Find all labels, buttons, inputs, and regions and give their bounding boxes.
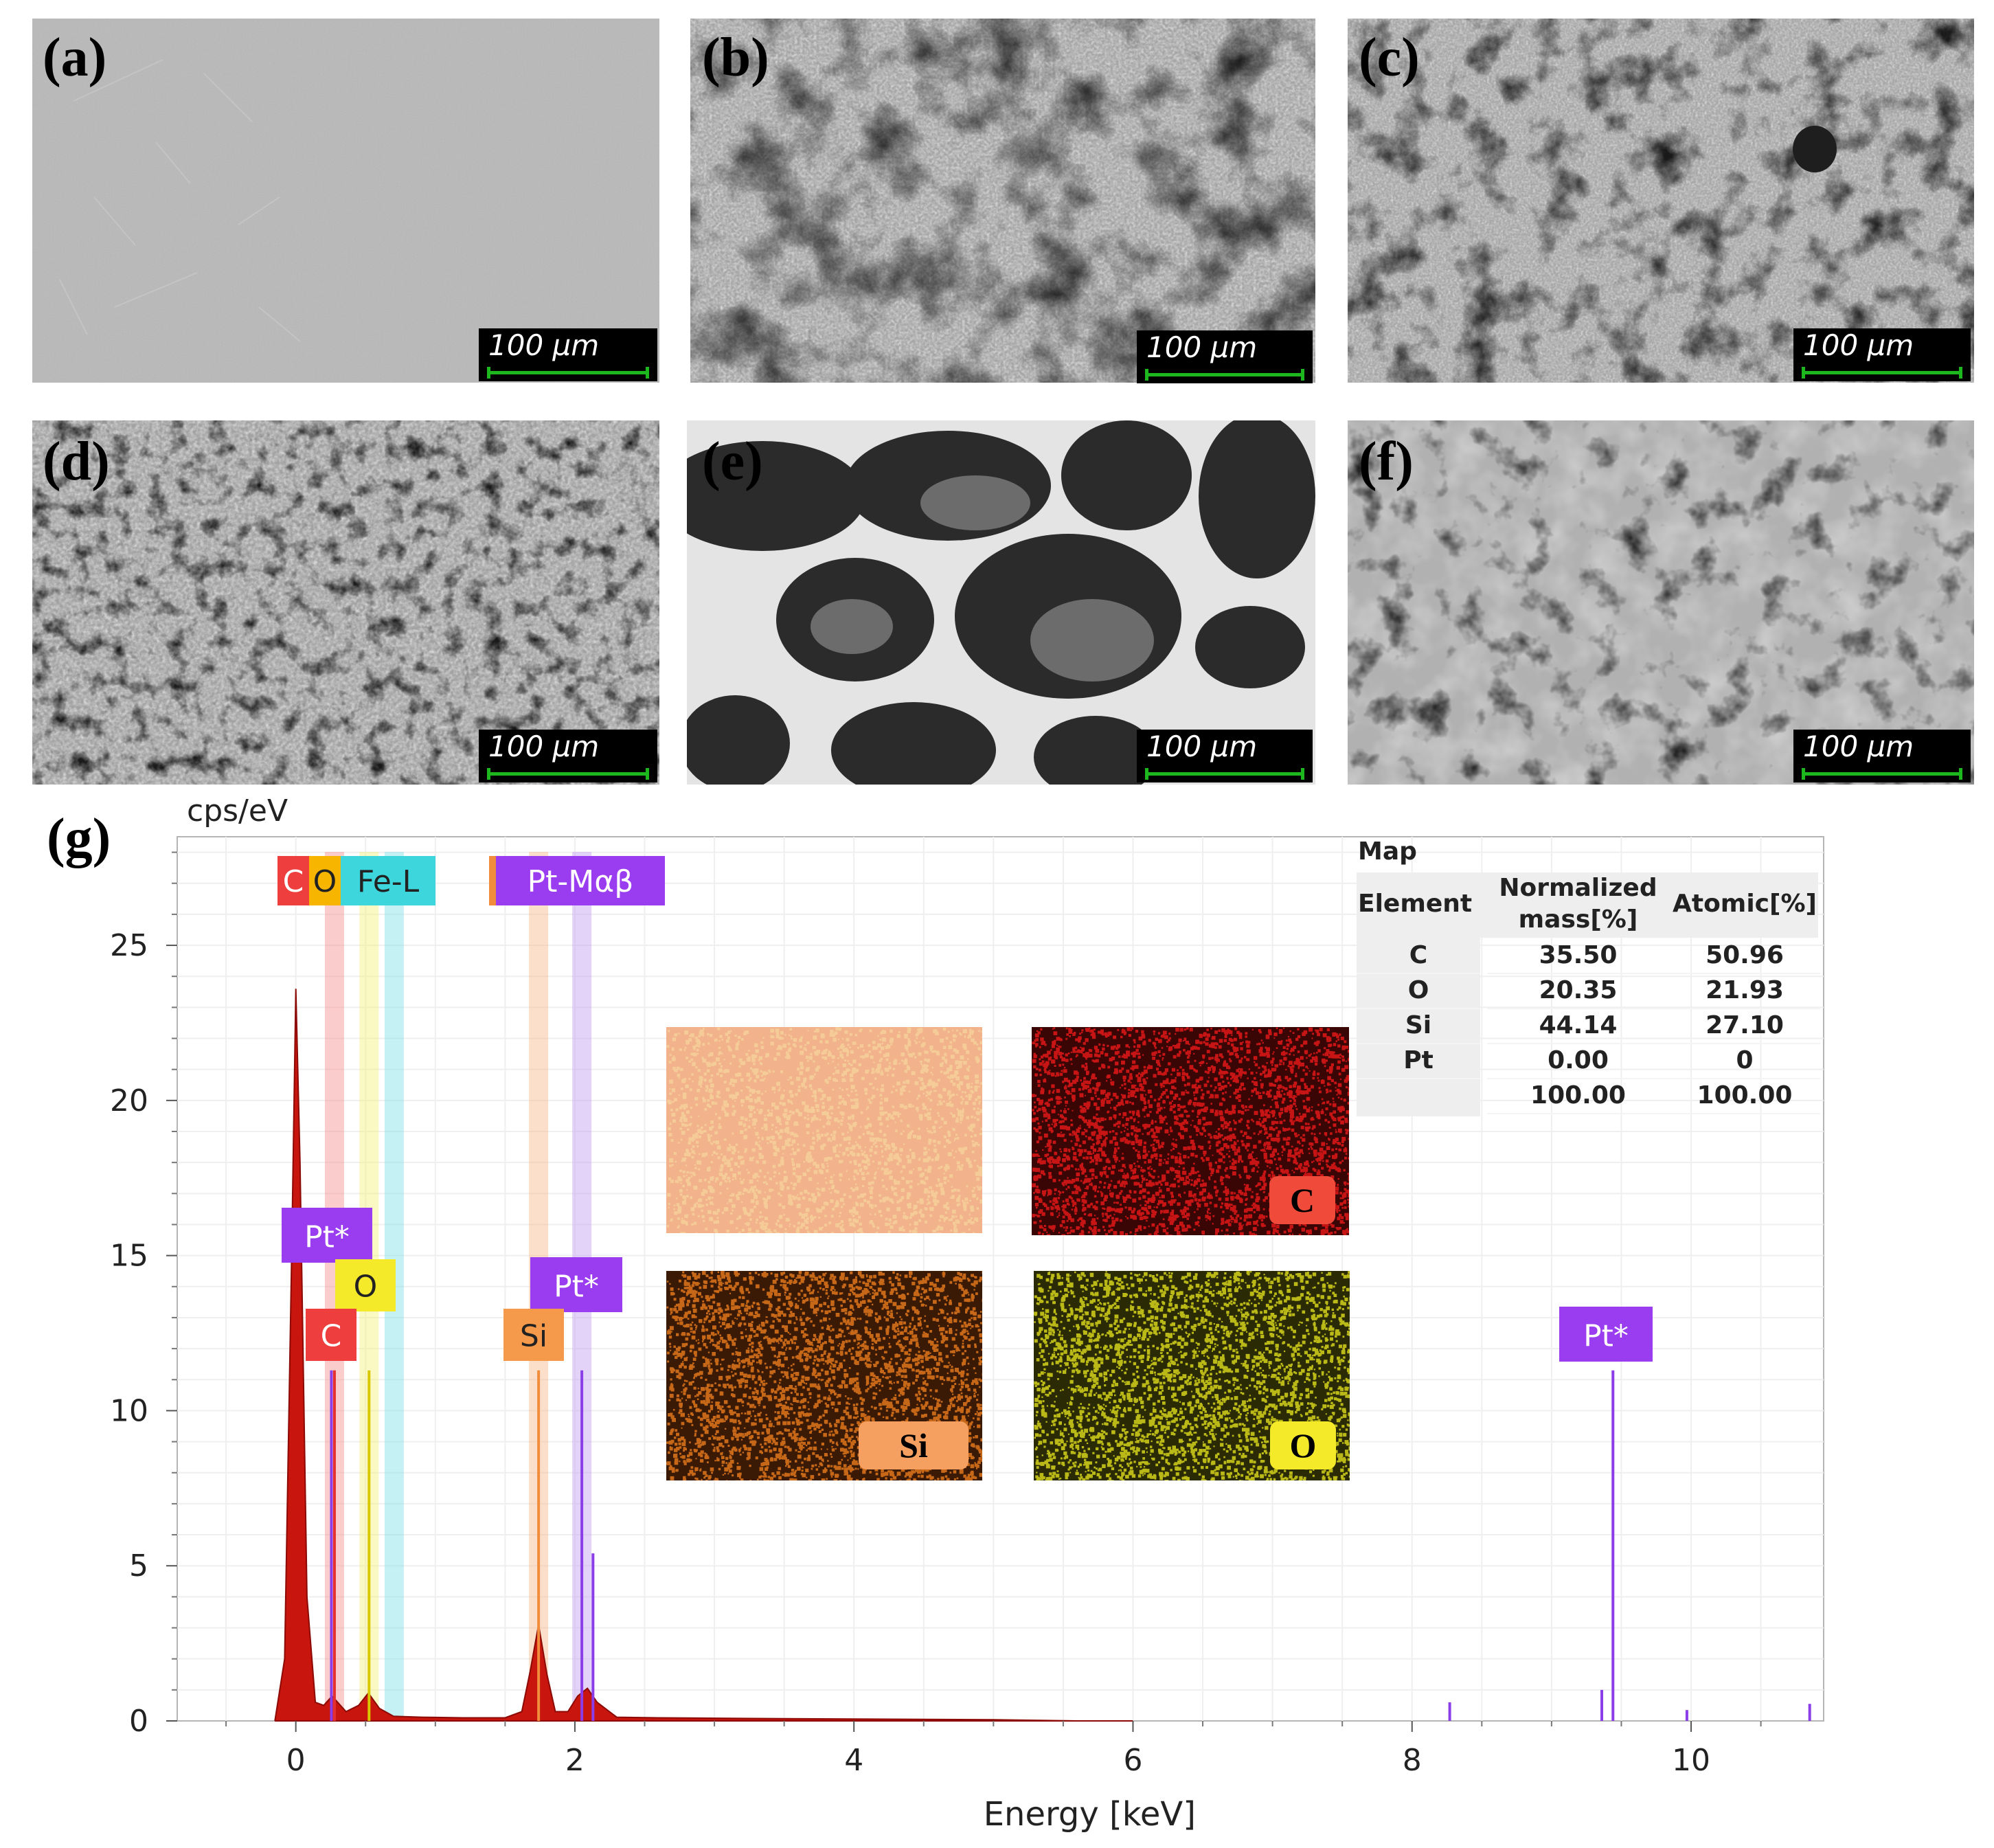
x-tick-label: 6 (1123, 1743, 1142, 1778)
top-label-pt (496, 856, 665, 905)
sem-panel-e (687, 420, 1315, 785)
map-carbon: C (1032, 1027, 1349, 1235)
table-cell: 50.96 (1669, 938, 1820, 974)
table-cell: 27.10 (1669, 1008, 1820, 1044)
sem-image-b (690, 19, 1315, 383)
peak-label-o (335, 1259, 396, 1311)
panel-label-f: (f) (1359, 431, 1414, 492)
scale-bar-b: 100 μm (1137, 330, 1313, 383)
table-cell: C (1357, 938, 1480, 974)
table-cell: 0.00 (1487, 1043, 1669, 1079)
table-cell: Pt (1357, 1043, 1480, 1079)
table-header-mass: Normalized mass[%] (1499, 874, 1657, 934)
table-cell: Si (1357, 1008, 1480, 1044)
top-label-c (277, 856, 309, 905)
y-tick-label: 25 (110, 928, 148, 963)
y-tick-label: 5 (129, 1548, 148, 1584)
top-label-o (309, 856, 341, 905)
scale-bar-text: 100 μm (1803, 328, 1914, 362)
scale-bar-d: 100 μm (479, 730, 657, 782)
peak-label-pt-3-text: Pt* (1583, 1319, 1629, 1354)
table-cell: 35.50 (1487, 938, 1669, 974)
quantification-table: Map Element Normalized mass[%] Atomic[%]… (1357, 835, 1824, 1123)
panel-label-b: (b) (702, 27, 769, 88)
scale-bar-text: 100 μm (488, 730, 600, 763)
y-tick-label: 20 (110, 1083, 148, 1118)
peak-label-pt-3 (1559, 1307, 1653, 1362)
peak-label-pt-2 (530, 1257, 622, 1312)
peak-label-c (306, 1309, 356, 1361)
x-tick-label: 0 (286, 1743, 306, 1778)
sem-image-e (687, 420, 1315, 785)
table-cell: 21.93 (1669, 973, 1820, 1009)
sem-panel-f (1348, 420, 1974, 785)
x-tick-label: 4 (844, 1743, 863, 1778)
scale-bar-a: 100 μm (479, 328, 657, 381)
spectrum-area (274, 989, 1133, 1722)
panel-label-g: (g) (47, 808, 111, 868)
top-label-fe-text: Fe-L (357, 864, 420, 899)
y-axis-label: cps/eV (187, 793, 288, 829)
peak-label-pt-2-text: Pt* (554, 1270, 599, 1305)
map-label-si: Si (859, 1421, 968, 1469)
panel-label-c: (c) (1359, 27, 1420, 88)
map-oxygen: O (1034, 1271, 1350, 1480)
map-silicon: Si (666, 1271, 982, 1480)
sem-panel-d (32, 420, 659, 785)
top-label-pt-text: Pt-Mαβ (528, 864, 634, 899)
table-cell: 44.14 (1487, 1008, 1669, 1044)
peak-label-pt-1 (282, 1208, 372, 1263)
top-label-c-text: C (283, 864, 304, 899)
table-body-col0 (1357, 938, 1480, 1116)
sem-image-f (1348, 420, 1974, 785)
table-header-bg (1357, 872, 1818, 938)
top-label-fe (341, 856, 435, 905)
sem-image-a (32, 19, 659, 383)
peak-label-c-text: C (321, 1319, 342, 1354)
sem-image-d (32, 420, 659, 785)
x-tick-label: 8 (1403, 1743, 1422, 1778)
peak-label-si (503, 1309, 564, 1361)
scale-bar-text: 100 μm (488, 328, 600, 362)
table-cell: 100.00 (1669, 1078, 1820, 1114)
y-tick-label: 0 (129, 1704, 148, 1739)
table-header-atomic: Atomic[%] (1673, 890, 1817, 918)
x-tick-label: 2 (565, 1743, 585, 1778)
sem-panel-b (690, 19, 1315, 383)
scale-bar-c: 100 μm (1793, 328, 1971, 381)
table-cell: 100.00 (1487, 1078, 1669, 1114)
plot-area (177, 836, 1824, 1722)
panel-label-a: (a) (43, 27, 107, 88)
y-tick-label: 15 (110, 1239, 148, 1274)
y-tick-label: 10 (110, 1393, 148, 1428)
table-cell: O (1357, 973, 1480, 1009)
x-axis-label: Energy [keV] (984, 1795, 1196, 1834)
peak-label-pt-1-text: Pt* (304, 1220, 350, 1255)
table-cell (1357, 1078, 1480, 1079)
top-label-o-text: O (313, 864, 337, 899)
top-label-si-edge (489, 856, 496, 905)
map-label-c: C (1269, 1176, 1335, 1224)
scale-bar-text: 100 μm (1146, 730, 1258, 763)
scale-bar-text: 100 μm (1803, 730, 1914, 763)
table-cell: 20.35 (1487, 973, 1669, 1009)
table-header-element: Element (1358, 890, 1473, 918)
sem-image-c (1348, 19, 1974, 383)
map-overlay (666, 1027, 982, 1233)
sem-panel-c (1348, 19, 1974, 383)
sem-panel-a (32, 19, 659, 383)
peak-label-o-text: O (354, 1270, 378, 1305)
scale-bar-e: 100 μm (1137, 730, 1313, 782)
panel-label-d: (d) (43, 431, 110, 492)
table-cell: 0 (1669, 1043, 1820, 1079)
map-label-o: O (1270, 1421, 1336, 1469)
panel-label-e: (e) (702, 431, 763, 492)
peak-label-si-text: Si (520, 1319, 547, 1354)
table-title: Map (1358, 837, 1417, 866)
scale-bar-text: 100 μm (1146, 330, 1258, 364)
scale-bar-f: 100 μm (1793, 730, 1971, 782)
x-tick-label: 10 (1672, 1743, 1710, 1778)
